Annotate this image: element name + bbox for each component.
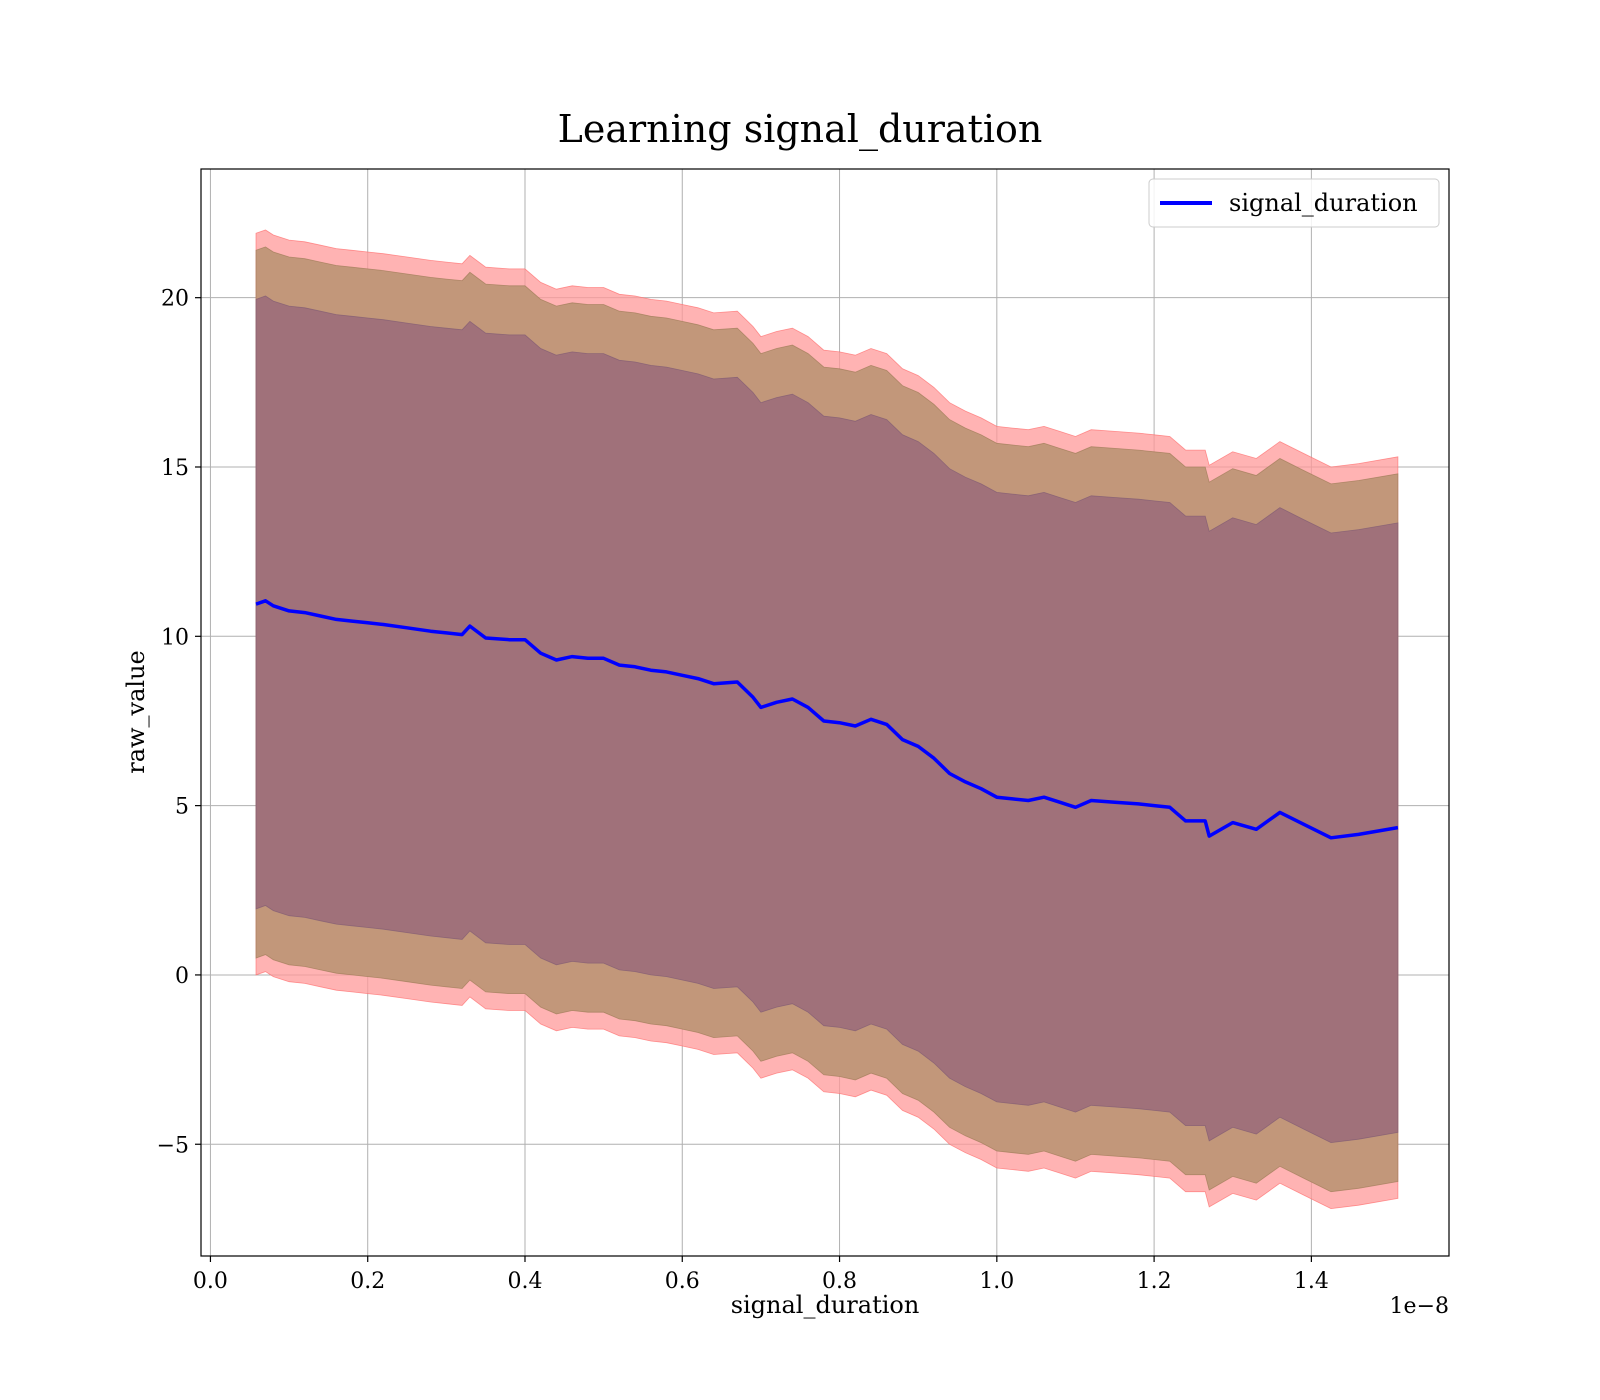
y-tick-label: 5 <box>175 795 189 820</box>
x-tick-label: 1.2 <box>1137 1269 1172 1294</box>
band-inner <box>255 295 1399 1144</box>
series-lines <box>255 599 1399 840</box>
x-tick-label: 0.4 <box>507 1269 542 1294</box>
y-tick-label: 10 <box>161 625 189 650</box>
y-tick-label: 0 <box>175 964 189 989</box>
y-tick-label: 15 <box>161 456 189 481</box>
y-axis-label: raw_value <box>122 650 150 774</box>
x-tick-label: 1.4 <box>1294 1269 1329 1294</box>
x-tick-label: 0.8 <box>822 1269 857 1294</box>
legend-entry: signal_duration <box>1229 189 1418 217</box>
y-tick-label: 20 <box>161 287 189 312</box>
bands <box>255 229 1399 1210</box>
series-line <box>255 599 1399 840</box>
chart-title: Learning signal_duration <box>558 107 1043 152</box>
y-tick-label: −5 <box>157 1133 189 1158</box>
x-tick-label: 0.0 <box>193 1269 228 1294</box>
x-axis-label: signal_duration <box>731 1291 920 1319</box>
legend-box <box>1148 178 1440 228</box>
x-tick-label: 0.2 <box>350 1269 385 1294</box>
plot-frame <box>200 168 1450 1257</box>
x-axis-ticks: 0.0 0.2 0.4 0.6 0.8 1.0 1.2 1.4 <box>193 1256 1329 1294</box>
x-axis-offset-label: 1e−8 <box>1390 1294 1449 1319</box>
y-axis-ticks: −5 0 5 10 15 20 <box>157 287 201 1158</box>
x-tick-label: 0.6 <box>665 1269 700 1294</box>
legend: signal_duration <box>1148 178 1440 228</box>
x-tick-label: 1.0 <box>979 1269 1014 1294</box>
